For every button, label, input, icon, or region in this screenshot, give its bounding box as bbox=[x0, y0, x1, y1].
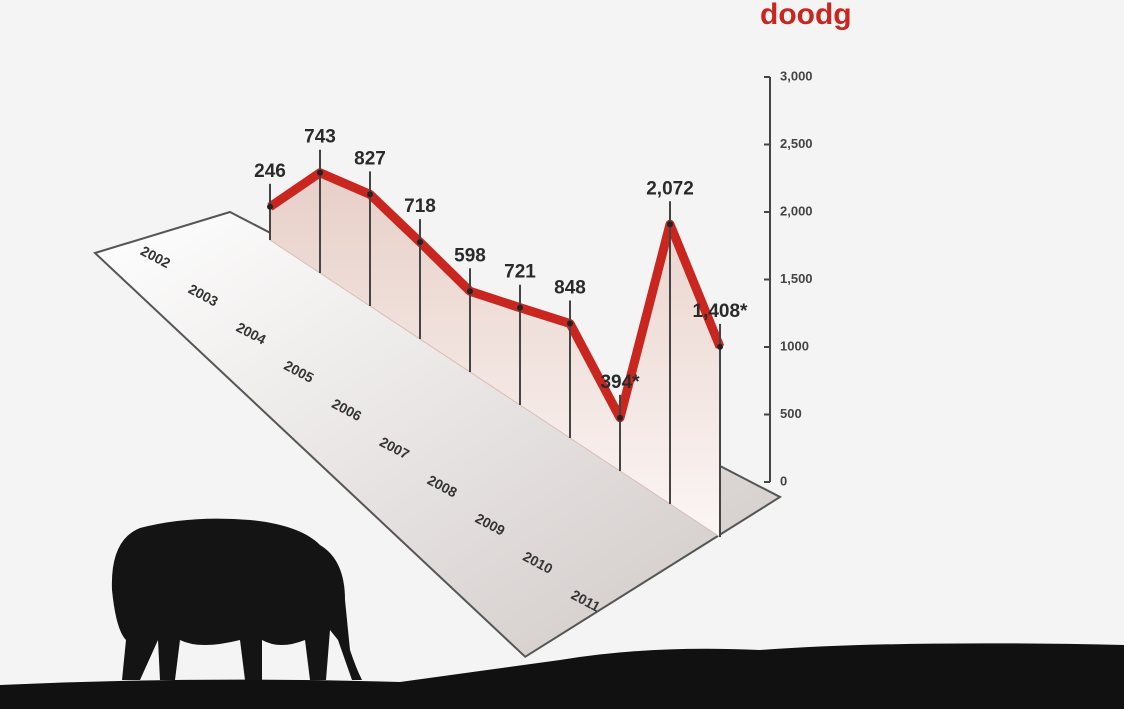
value-point bbox=[667, 221, 673, 227]
value-label: 1,408* bbox=[693, 301, 749, 322]
value-label: 743 bbox=[304, 127, 336, 148]
value-label: 721 bbox=[504, 262, 536, 283]
y-tick-label: 1000 bbox=[780, 338, 809, 353]
value-point bbox=[367, 191, 373, 197]
value-point bbox=[567, 321, 573, 327]
y-tick-label: 3,000 bbox=[780, 68, 813, 83]
value-point bbox=[317, 170, 323, 176]
value-point bbox=[467, 288, 473, 294]
chart-title: doodg bbox=[760, 0, 852, 31]
y-tick-label: 500 bbox=[780, 406, 802, 421]
value-point bbox=[717, 344, 723, 350]
value-label: 848 bbox=[554, 278, 586, 299]
value-label: 2,072 bbox=[646, 178, 694, 199]
y-tick-label: 2,000 bbox=[780, 203, 813, 218]
value-label: 394* bbox=[600, 372, 640, 393]
chart: 2002200320042005200620072008200920102011… bbox=[0, 0, 1124, 709]
value-label: 598 bbox=[454, 245, 486, 266]
y-tick-label: 1,500 bbox=[780, 271, 813, 286]
value-label: 827 bbox=[354, 148, 386, 169]
value-point bbox=[517, 305, 523, 311]
y-tick-label: 2,500 bbox=[780, 136, 813, 151]
value-point bbox=[417, 239, 423, 245]
value-label: 246 bbox=[254, 161, 286, 182]
value-point bbox=[267, 204, 273, 210]
y-tick-label: 0 bbox=[780, 473, 787, 488]
value-point bbox=[617, 415, 623, 421]
value-label: 718 bbox=[404, 196, 436, 217]
